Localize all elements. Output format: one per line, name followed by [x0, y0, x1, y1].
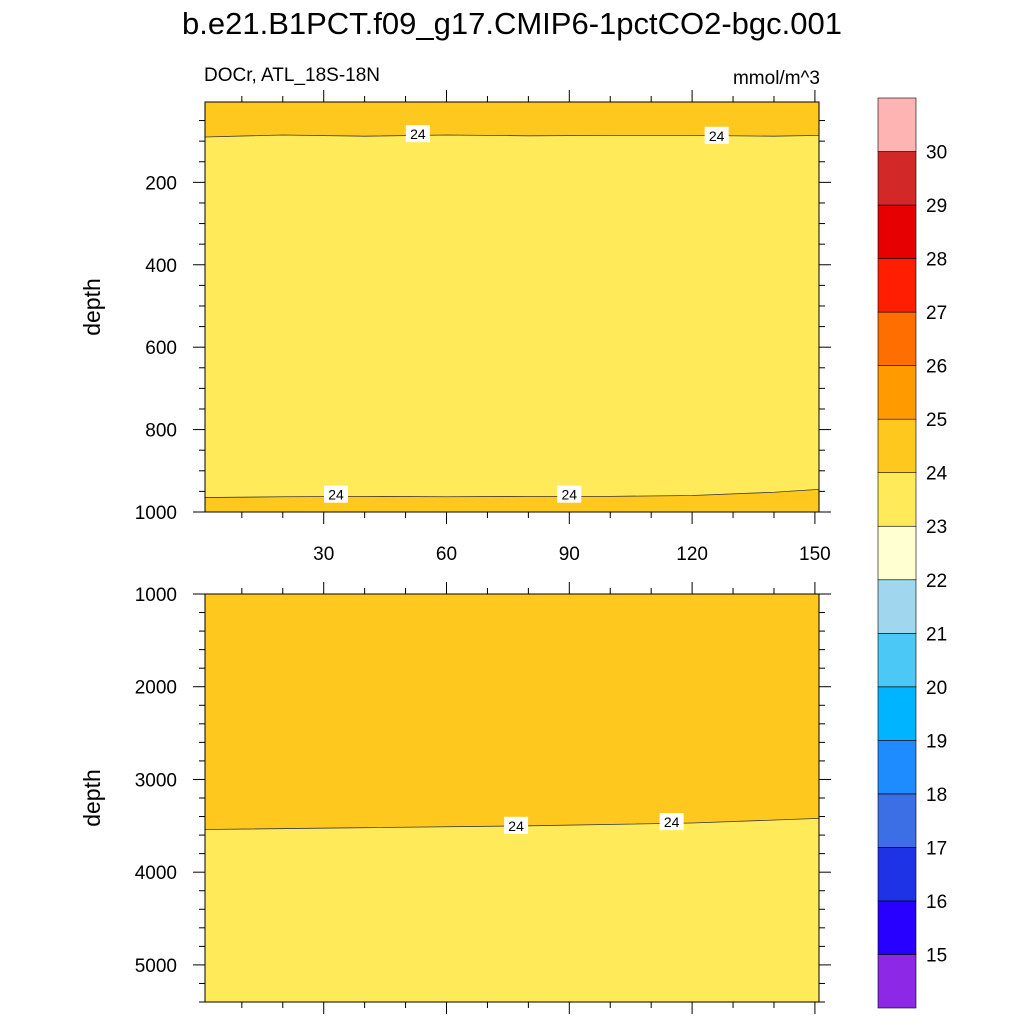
contour-label-bg — [323, 485, 348, 503]
y-tick-label: 4000 — [135, 863, 177, 884]
contour-label-bg — [557, 485, 582, 503]
upper-depth-panel: 24 24 24 24 30 60 90 120 150 200 400 600 800 1000 dept… — [79, 90, 831, 565]
contour-label-bg — [704, 126, 729, 144]
colorbar-swatch — [877, 472, 917, 527]
panel-frame — [204, 101, 820, 513]
colorbar-swatch — [877, 740, 917, 795]
colorbar-swatch — [877, 793, 917, 848]
y-tick-label: 5000 — [135, 956, 177, 977]
colorbar-level-label: 30 — [926, 143, 947, 164]
lower-depth-panel: 24 24 1000 2000 3000 4000 5000 depth — [79, 582, 831, 1014]
colorbar-level-label: 20 — [926, 678, 947, 699]
contour-label: 24 — [410, 126, 426, 142]
x-tick-label: 120 — [676, 544, 708, 565]
contour-label-bg — [659, 813, 684, 831]
colorbar-swatch — [877, 151, 917, 206]
y-tick-label: 3000 — [135, 770, 177, 791]
colorbar-swatch — [877, 632, 917, 688]
colorbar: 15 16 17 18 19 20 21 22 23 24 25 26 27 28 29 30 — [877, 97, 948, 1009]
colorbar-level-label: 17 — [926, 838, 947, 859]
colorbar-level-label: 21 — [926, 624, 947, 645]
contour-line — [204, 488, 820, 498]
y-tick-label: 200 — [145, 173, 177, 194]
colorbar-swatch — [877, 258, 917, 313]
y-tick-label: 600 — [145, 338, 177, 359]
colorbar-level-label: 27 — [926, 303, 947, 324]
colorbar-swatch — [877, 311, 917, 366]
colorbar-swatch — [877, 686, 917, 741]
colorbar-level-label: 26 — [926, 357, 947, 378]
contour-fill-region — [205, 489, 819, 512]
base-fill-region — [205, 102, 819, 512]
colorbar-swatch — [877, 204, 917, 259]
contour-label-bg — [405, 125, 430, 143]
colorbar-swatch — [877, 900, 917, 955]
colorbar-swatch — [877, 365, 917, 420]
colorbar-level-label: 16 — [926, 892, 947, 913]
contour-fill-region — [205, 594, 819, 830]
units-label: mmol/m^3 — [732, 68, 820, 89]
contour-label: 24 — [709, 128, 725, 144]
colorbar-swatch — [877, 579, 917, 634]
colorbar-swatch — [877, 847, 917, 902]
colorbar-level-label: 22 — [926, 571, 947, 592]
contour-label: 24 — [328, 487, 344, 503]
colorbar-swatch — [877, 418, 917, 474]
colorbar-level-label: 19 — [926, 731, 947, 752]
y-axis-label: depth — [79, 769, 105, 827]
colorbar-level-label: 23 — [926, 517, 947, 538]
contour-label: 24 — [508, 818, 524, 834]
contour-line — [204, 818, 820, 830]
contour-label: 24 — [664, 814, 680, 830]
y-axis-label: depth — [79, 278, 105, 336]
contour-fill-region — [205, 102, 819, 138]
y-tick-label: 2000 — [135, 678, 177, 699]
colorbar-level-label: 28 — [926, 250, 947, 271]
x-tick-label: 150 — [799, 544, 831, 565]
colorbar-level-label: 18 — [926, 785, 947, 806]
figure-title: b.e21.B1PCT.f09_g17.CMIP6-1pctCO2-bgc.00… — [182, 6, 842, 41]
y-tick-label: 800 — [145, 421, 177, 442]
x-tick-label: 60 — [436, 544, 457, 565]
variable-region-label: DOCr, ATL_18S-18N — [204, 65, 381, 86]
colorbar-level-label: 15 — [926, 945, 947, 966]
colorbar-swatch — [877, 954, 917, 1009]
colorbar-swatch — [877, 97, 917, 152]
y-tick-label: 1000 — [135, 585, 177, 606]
x-tick-label: 90 — [559, 544, 580, 565]
contour-label: 24 — [562, 487, 578, 503]
contour-label-bg — [504, 816, 529, 834]
y-tick-label: 1000 — [135, 503, 177, 524]
colorbar-level-label: 24 — [926, 464, 948, 485]
colorbar-level-label: 25 — [926, 410, 947, 431]
colorbar-swatch — [877, 525, 917, 581]
y-tick-label: 400 — [145, 256, 177, 277]
x-tick-label: 30 — [313, 544, 334, 565]
contour-line — [204, 134, 820, 138]
colorbar-level-label: 29 — [926, 196, 947, 217]
